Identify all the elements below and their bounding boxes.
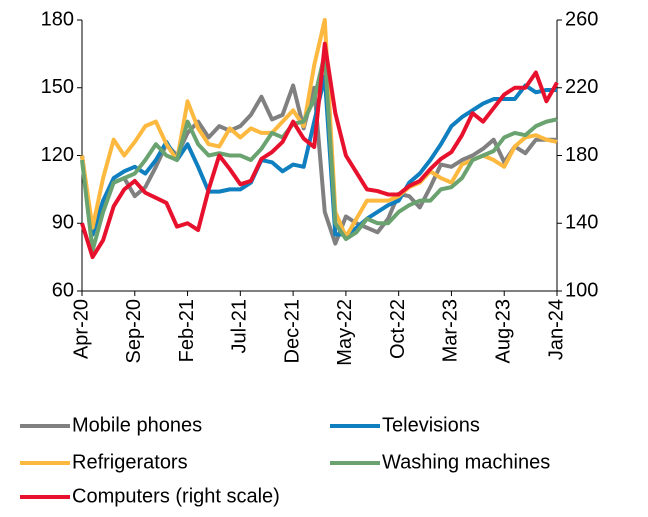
y2-tick-label: 260	[565, 8, 598, 30]
y2-tick-label: 100	[565, 279, 598, 301]
legend-label: Mobile phones	[72, 414, 202, 436]
y-tick-label: 150	[41, 76, 74, 98]
x-tick-label: Sep-20	[123, 299, 145, 364]
x-tick-label: Jul-21	[229, 299, 251, 353]
x-tick-label: Dec-21	[281, 299, 303, 363]
x-tick-label: Aug-23	[493, 299, 515, 364]
legend-label: Televisions	[382, 414, 480, 436]
y2-tick-label: 220	[565, 76, 598, 98]
y2-tick-label: 180	[565, 144, 598, 166]
y-tick-label: 60	[52, 279, 74, 301]
series-line	[80, 41, 559, 260]
x-tick-label: May-22	[334, 299, 356, 366]
x-tick-label: Apr-20	[70, 299, 92, 359]
y-tick-label: 120	[41, 144, 74, 166]
x-tick-label: Oct-22	[387, 299, 409, 359]
y2-tick-label: 140	[565, 212, 598, 234]
series-line	[80, 83, 557, 246]
x-tick-label: Jan-24	[545, 299, 567, 360]
y-tick-label: 90	[52, 212, 74, 234]
x-tick-label: Feb-21	[176, 299, 198, 362]
y-tick-label: 180	[41, 8, 74, 30]
legend-label: Computers (right scale)	[72, 485, 280, 507]
legend-label: Washing machines	[382, 451, 550, 473]
x-tick-label: Mar-23	[440, 299, 462, 362]
legend-label: Refrigerators	[72, 451, 188, 473]
